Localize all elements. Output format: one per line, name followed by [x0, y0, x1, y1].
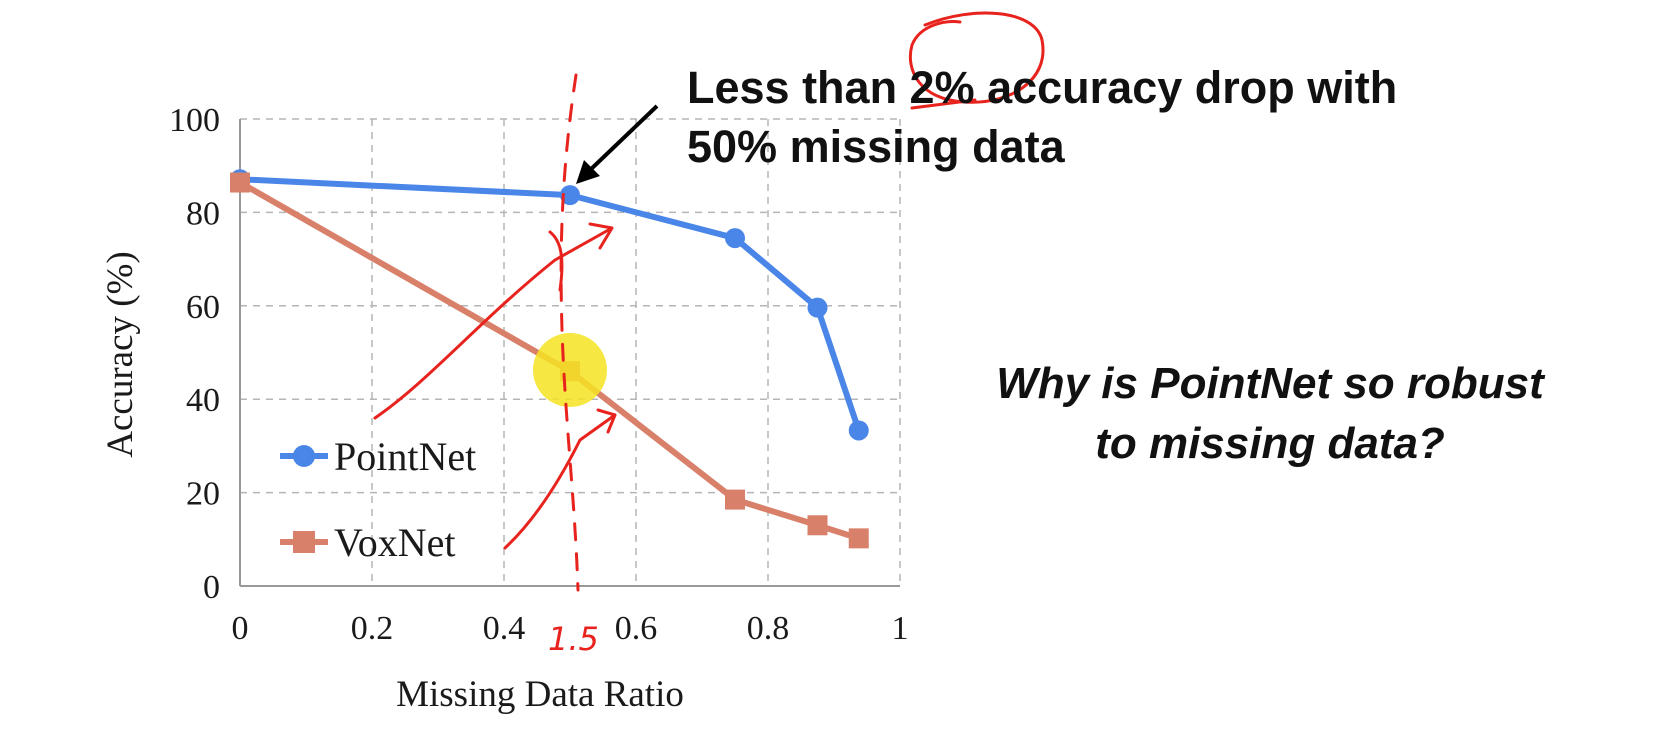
axes — [239, 119, 900, 587]
x-tick-label: 0.6 — [615, 610, 658, 647]
data-point — [848, 420, 869, 441]
question-text: Why is PointNet so robust to missing dat… — [930, 354, 1610, 474]
x-tick-label: 0.2 — [351, 610, 394, 647]
data-point — [725, 228, 745, 249]
data-point — [807, 297, 828, 318]
pen-arrow-lower — [503, 408, 617, 550]
data-point — [560, 185, 580, 206]
x-tick-label: 0.4 — [483, 610, 526, 647]
y-tick-label: 40 — [186, 382, 220, 419]
data-point — [807, 515, 828, 536]
pen-hook-mark — [548, 230, 564, 292]
series-layer — [230, 169, 869, 549]
callout-line-1: Less than 2% accuracy drop with — [687, 62, 1398, 113]
x-tick-label: 1 — [892, 610, 909, 647]
x-axis-title: Missing Data Ratio — [396, 674, 684, 715]
legend-marker — [293, 531, 315, 553]
y-axis-title: Accuracy (%) — [100, 251, 141, 457]
pen-dashed-vertical — [559, 73, 580, 592]
legend-label: PointNet — [334, 434, 476, 479]
data-point — [848, 528, 869, 549]
cursor-highlight — [533, 333, 607, 407]
tick-labels: 0 0.2 0.4 0.6 0.8 1 0 20 40 60 80 100 — [169, 102, 909, 647]
y-tick-label: 20 — [186, 476, 220, 513]
question-line-2: to missing data? — [1095, 419, 1445, 468]
question-line-1: Why is PointNet so robust — [996, 359, 1544, 408]
x-tick-label: 0 — [232, 610, 249, 647]
annotation-layer: 1.5 — [373, 11, 1045, 658]
handwritten-x-label: 1.5 — [548, 620, 599, 658]
legend-marker — [293, 445, 315, 467]
data-point — [230, 172, 250, 193]
y-tick-label: 100 — [169, 102, 220, 139]
y-tick-label: 80 — [186, 195, 220, 232]
pen-annotations: 1.5 — [373, 11, 1045, 658]
legend: PointNet VoxNet — [280, 434, 476, 565]
y-tick-label: 60 — [186, 289, 220, 326]
callout-line-2: 50% missing data — [687, 121, 1065, 172]
y-tick-label: 0 — [203, 569, 220, 606]
legend-label: VoxNet — [334, 520, 455, 565]
data-point — [725, 489, 745, 510]
x-tick-label: 0.8 — [747, 610, 790, 647]
legend-item: VoxNet — [280, 520, 455, 565]
pen-circle-mark — [908, 11, 1045, 104]
callout-text: Less than 2% accuracy drop with 50% miss… — [687, 58, 1547, 176]
pen-underline-mark — [910, 98, 977, 110]
legend-item: PointNet — [280, 434, 476, 479]
callout-arrow — [576, 104, 659, 184]
pen-arrow-upper — [373, 222, 614, 420]
